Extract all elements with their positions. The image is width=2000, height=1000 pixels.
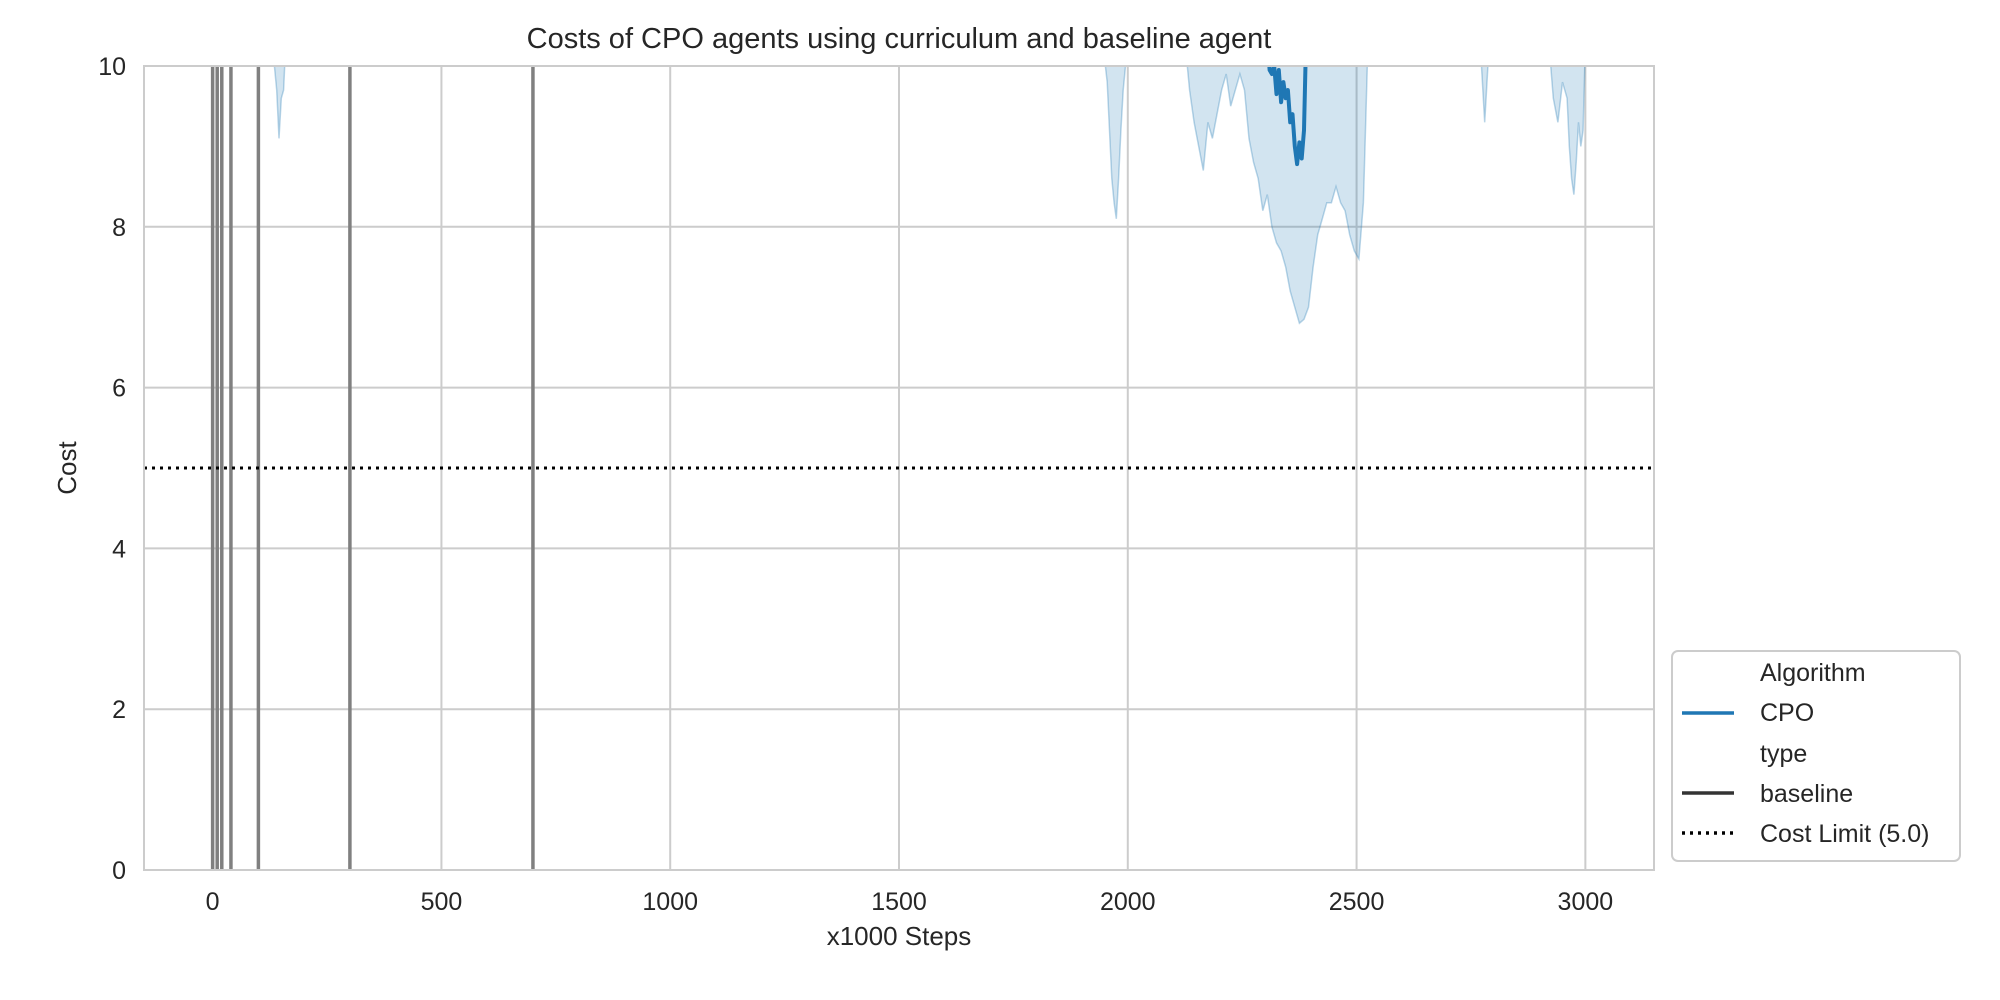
x-tick-label: 3000 — [1558, 888, 1614, 916]
cpo-confidence-band — [1480, 66, 1489, 123]
y-axis-label: Cost — [52, 440, 82, 494]
y-axis-ticks: 0 2 4 6 8 10 — [98, 53, 126, 885]
legend-label-cost-limit: Cost Limit (5.0) — [1760, 820, 1929, 848]
cpo-confidence-band — [1104, 66, 1127, 219]
cpo-confidence-band — [1186, 66, 1369, 325]
legend-label-baseline: baseline — [1760, 780, 1853, 808]
legend-frame — [1671, 650, 1961, 862]
x-axis-label: x1000 Steps — [827, 921, 972, 951]
confidence-bands — [273, 66, 1586, 325]
chart-title: Costs of CPO agents using curriculum and… — [527, 23, 1272, 55]
cpo-confidence-band — [273, 66, 286, 139]
y-tick-label: 8 — [112, 214, 126, 242]
series-lines — [1267, 66, 1308, 167]
legend: Algorithm CPO type baseline Cost Limit (… — [1671, 650, 1961, 862]
x-tick-label: 0 — [206, 888, 220, 916]
legend-label-cpo: CPO — [1760, 699, 1814, 727]
y-tick-label: 2 — [112, 696, 126, 724]
legend-header-algorithm: Algorithm — [1760, 659, 1866, 687]
x-tick-label: 2000 — [1100, 888, 1156, 916]
legend-header-type: type — [1760, 740, 1807, 768]
y-tick-label: 6 — [112, 375, 126, 403]
x-tick-label: 2500 — [1329, 888, 1385, 916]
cpo-mean-line — [1267, 66, 1308, 167]
x-tick-label: 1500 — [871, 888, 927, 916]
cpo-confidence-band — [1549, 66, 1586, 195]
x-tick-label: 1000 — [642, 888, 698, 916]
y-tick-label: 0 — [112, 857, 126, 885]
plot-frame — [143, 65, 1655, 871]
y-tick-label: 4 — [112, 535, 126, 563]
x-tick-label: 500 — [421, 888, 463, 916]
y-tick-label: 10 — [98, 53, 126, 81]
x-axis-ticks: 0 500 1000 1500 2000 2500 3000 — [206, 888, 1613, 916]
